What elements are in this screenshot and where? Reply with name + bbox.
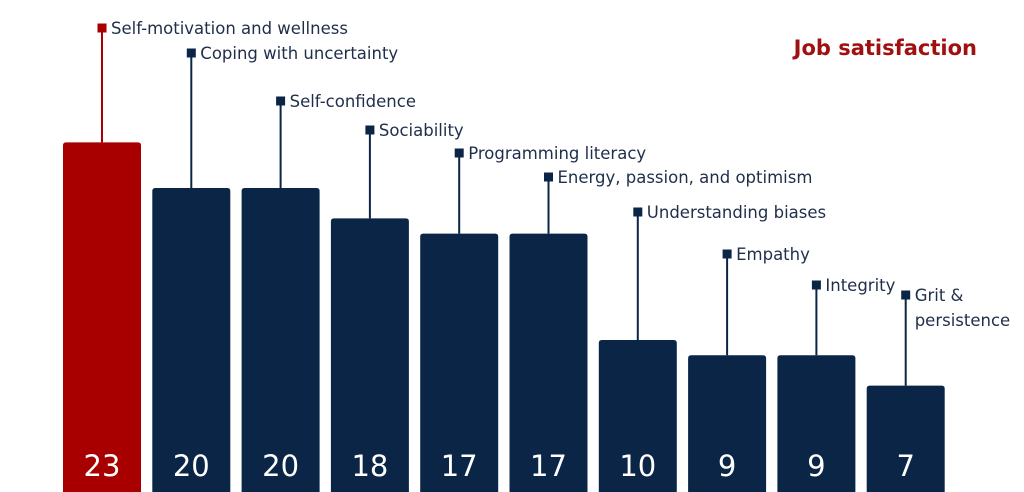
leader-marker-4 <box>365 125 375 135</box>
bar-8 <box>688 355 767 492</box>
leader-marker-5 <box>454 148 464 158</box>
bar-6 <box>509 233 588 492</box>
bar-1 <box>63 142 141 492</box>
value-label-9: 9 <box>807 449 825 483</box>
category-label-3: Self-confidence <box>290 92 416 111</box>
value-label-2: 20 <box>173 449 210 483</box>
value-label-10: 7 <box>896 449 914 483</box>
category-label-6: Energy, passion, and optimism <box>558 168 813 187</box>
leader-marker-3 <box>276 96 286 106</box>
category-label-1: Self-motivation and wellness <box>111 19 348 38</box>
category-label-10: Grit & persistence <box>915 286 1011 330</box>
bar-5 <box>420 233 499 492</box>
chart-title: Job satisfaction <box>792 36 977 60</box>
category-label-5: Programming literacy <box>468 144 646 163</box>
leader-marker-7 <box>633 207 643 217</box>
bars-group: Self-motivation and wellness 23 Coping wit… <box>63 19 1010 492</box>
value-label-3: 20 <box>262 449 299 483</box>
value-label-6: 17 <box>530 449 567 483</box>
category-label-2: Coping with uncertainty <box>200 44 398 63</box>
leader-marker-8 <box>722 249 732 259</box>
bar-7 <box>598 340 677 492</box>
bar-10 <box>866 385 945 492</box>
leader-marker-2 <box>186 48 196 58</box>
bar-4 <box>330 218 409 492</box>
bar-9 <box>777 355 856 492</box>
value-label-5: 17 <box>441 449 478 483</box>
bar-3 <box>241 188 320 492</box>
category-label-4: Sociability <box>379 121 464 140</box>
bar-2 <box>152 188 231 492</box>
category-label-9: Integrity <box>825 276 895 295</box>
value-label-7: 10 <box>619 449 656 483</box>
value-label-8: 9 <box>718 449 736 483</box>
value-label-4: 18 <box>351 449 388 483</box>
leader-marker-9 <box>811 280 821 290</box>
leader-marker-10 <box>901 290 911 300</box>
leader-marker-1 <box>97 23 107 33</box>
category-label-7: Understanding biases <box>647 203 826 222</box>
value-label-1: 23 <box>84 449 121 483</box>
leader-marker-6 <box>544 172 553 182</box>
category-label-8: Empathy <box>736 245 810 264</box>
